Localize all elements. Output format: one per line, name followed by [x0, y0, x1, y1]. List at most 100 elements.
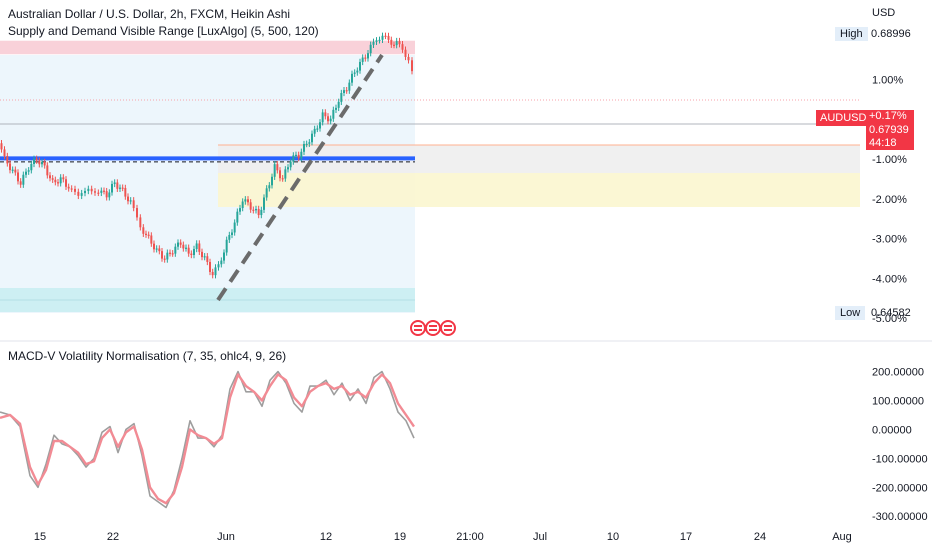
candle-body — [142, 227, 145, 234]
candle-body — [359, 61, 361, 71]
candle-body — [80, 193, 83, 196]
candle-body — [77, 191, 80, 196]
candle-body — [30, 163, 33, 171]
candle-body — [17, 172, 19, 182]
candle-body — [233, 222, 236, 233]
candle-body — [369, 44, 372, 54]
main-y-tick: -5.00% — [872, 313, 907, 325]
candle-body — [263, 197, 265, 210]
candle-body — [220, 260, 223, 265]
candle-body — [340, 93, 343, 102]
candle-body — [281, 178, 284, 180]
candle-body — [169, 252, 171, 254]
candle-body — [25, 171, 27, 175]
main-y-tick: -1.00% — [872, 154, 907, 166]
candle-body — [70, 188, 73, 190]
candle-body — [139, 217, 142, 228]
event-flag-icon — [425, 320, 441, 336]
candle-body — [193, 248, 195, 256]
candle-body — [155, 248, 158, 250]
candle-body — [195, 243, 198, 249]
candle-body — [223, 252, 225, 261]
macd-y-tick: 200.00000 — [872, 367, 924, 379]
candle-body — [398, 41, 401, 45]
candle-body — [249, 202, 252, 210]
candle-body — [33, 158, 35, 164]
candle-body — [145, 233, 147, 235]
candle-body — [3, 149, 6, 157]
candle-body — [289, 161, 292, 168]
candle-body — [177, 242, 179, 247]
candle-body — [345, 90, 348, 92]
candle-body — [348, 82, 351, 91]
candle-body — [356, 70, 359, 73]
candle-body — [201, 251, 203, 258]
event-flag-stripe — [414, 329, 422, 331]
candle-body — [239, 208, 241, 212]
candle-body — [57, 182, 59, 184]
candle-body — [49, 175, 51, 179]
x-tick: Jul — [533, 531, 547, 543]
candle-body — [295, 154, 297, 157]
candle-body — [260, 209, 263, 216]
candle-body — [332, 109, 335, 119]
candle-body — [174, 246, 177, 254]
candle-body — [87, 188, 90, 191]
event-flag-stripe — [444, 325, 452, 327]
candle-body — [100, 190, 103, 193]
candle-body — [35, 158, 38, 161]
x-tick: 17 — [680, 531, 692, 543]
candle-body — [329, 118, 332, 122]
candle-body — [411, 60, 413, 72]
candle-body — [97, 192, 100, 194]
candle-body — [136, 208, 138, 218]
candle-body — [206, 256, 209, 262]
candle-body — [163, 258, 166, 260]
candle-body — [214, 267, 217, 276]
candle-body — [62, 177, 65, 180]
candle-body — [153, 243, 155, 250]
candle-body — [103, 190, 105, 192]
candle-body — [276, 164, 279, 171]
candle-body — [236, 211, 239, 223]
candle-body — [14, 169, 17, 173]
event-flag-stripe — [414, 325, 422, 327]
candle-body — [129, 200, 132, 202]
symbol-tag: AUDUSD — [816, 110, 871, 126]
candle-body — [198, 243, 201, 252]
currency-label: USD — [872, 7, 896, 19]
candle-body — [375, 40, 378, 42]
candle-body — [19, 181, 22, 185]
candle-body — [51, 178, 54, 180]
x-tick: 21:00 — [456, 531, 484, 543]
candle-body — [211, 271, 214, 276]
candle-body — [94, 191, 96, 193]
candle-body — [90, 188, 93, 192]
candle-body — [27, 170, 30, 172]
candle-body — [271, 176, 273, 186]
candle-body — [132, 200, 135, 209]
candle-body — [297, 154, 300, 159]
candle-body — [150, 235, 153, 244]
candle-body — [268, 185, 271, 189]
candle-body — [46, 165, 49, 176]
candle-body — [111, 183, 113, 193]
price-value: 0.67939 — [869, 124, 909, 136]
high-label: High — [835, 27, 868, 41]
event-flag-stripe — [429, 325, 437, 327]
candle-body — [393, 44, 395, 46]
change-value: +0.17% — [869, 110, 907, 122]
candle-body — [187, 247, 190, 254]
candle-body — [6, 156, 9, 164]
candle-body — [337, 101, 340, 108]
candle-body — [190, 253, 193, 256]
candle-body — [0, 143, 3, 150]
candle-body — [59, 177, 62, 184]
price-tag-box — [866, 110, 914, 150]
candle-body — [54, 179, 57, 183]
candle-body — [119, 187, 121, 189]
candle-body — [74, 188, 76, 192]
candle-body — [179, 242, 182, 245]
candle-body — [300, 151, 303, 159]
